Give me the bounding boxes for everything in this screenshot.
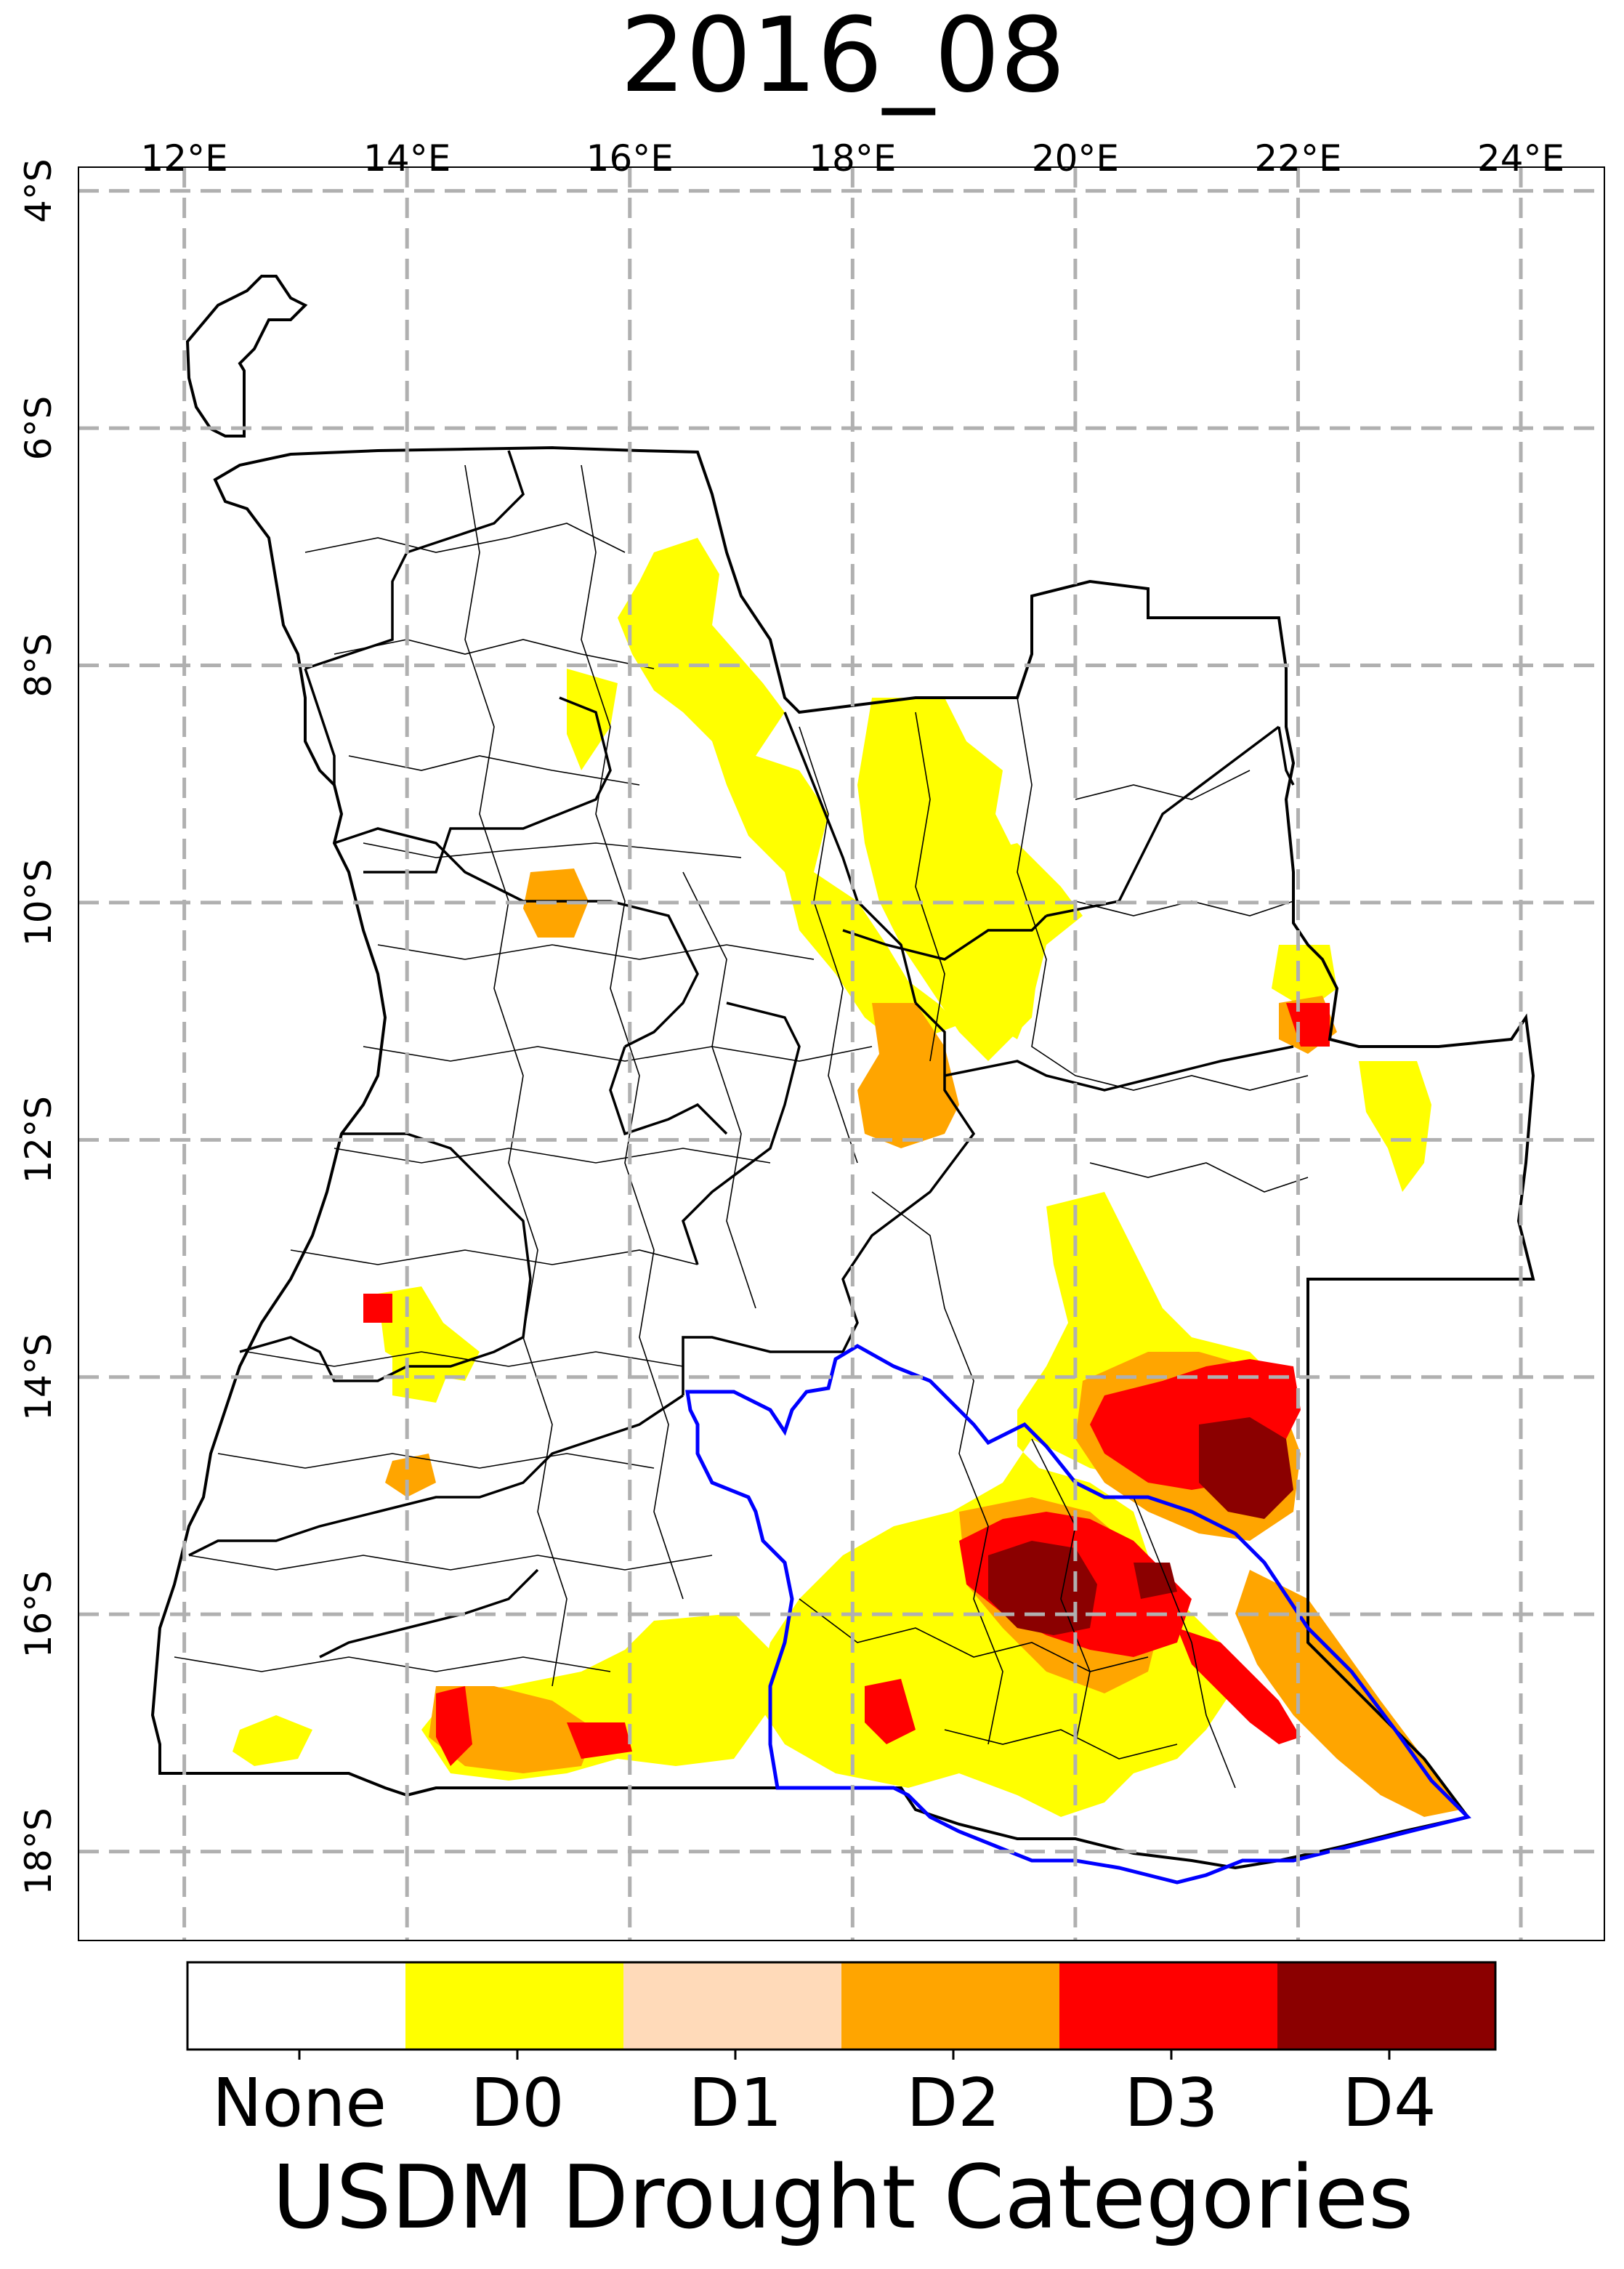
d4-south-core bbox=[988, 1541, 1097, 1635]
lat-tick-labels: 4°S 6°S 8°S 10°S 12°S 14°S 16°S 18°S bbox=[17, 158, 60, 1895]
lat-tick-label: 16°S bbox=[17, 1571, 60, 1658]
lon-tick-label: 14°E bbox=[363, 137, 451, 180]
d0-east-central bbox=[959, 843, 1083, 1039]
drought-patches bbox=[233, 538, 1461, 1817]
colorbar-border bbox=[186, 1961, 1497, 2051]
colorbar-tick-label: D0 bbox=[470, 2064, 564, 2142]
colorbar-swatch-d2 bbox=[841, 1962, 1059, 2050]
d3-southeast-tail bbox=[1177, 1628, 1301, 1744]
d4-east-core bbox=[1199, 1417, 1293, 1519]
colorbar-tick-label: D2 bbox=[906, 2064, 1000, 2142]
d3-south-west-b bbox=[567, 1722, 632, 1759]
map-area: 12°E 14°E 16°E 18°E 20°E 22°E 24°E 4°S 6°S 8°S 10… bbox=[17, 137, 1605, 1941]
lat-tick-label: 10°S bbox=[17, 859, 60, 946]
lon-tick-label: 18°E bbox=[809, 137, 896, 180]
lon-tick-label: 24°E bbox=[1477, 137, 1564, 180]
colorbar-swatch-d4 bbox=[1277, 1962, 1495, 2050]
colorbar-tick-label: D1 bbox=[688, 2064, 782, 2142]
lon-tick-label: 12°E bbox=[141, 137, 228, 180]
colorbar-tick-label: None bbox=[212, 2064, 387, 2142]
colorbar-tick-label: D4 bbox=[1342, 2064, 1436, 2142]
d0-southwest-coast bbox=[233, 1715, 312, 1766]
basin-outline bbox=[685, 1344, 1471, 1885]
map-title: 2016_08 bbox=[620, 0, 1065, 116]
d4-areas bbox=[988, 1417, 1293, 1635]
d0-west-lobe bbox=[567, 669, 618, 770]
lon-tick-labels: 12°E 14°E 16°E 18°E 20°E 22°E 24°E bbox=[141, 137, 1565, 180]
d3-west-coast-spot bbox=[363, 1294, 392, 1323]
d4-small bbox=[1134, 1563, 1177, 1599]
colorbar-swatch-d3 bbox=[1059, 1962, 1277, 2050]
colorbar-swatch-none bbox=[187, 1962, 405, 2050]
d0-west-band bbox=[392, 1337, 451, 1403]
map-frame-border bbox=[78, 166, 1605, 1941]
lat-tick-label: 14°S bbox=[17, 1334, 60, 1421]
d2-southeast-tail bbox=[1235, 1570, 1461, 1817]
lat-tick-label: 6°S bbox=[17, 396, 60, 461]
lat-tick-label: 4°S bbox=[17, 158, 60, 223]
colorbar: None D0 D1 D2 D3 D4 bbox=[186, 1961, 1497, 2142]
lon-tick-label: 20°E bbox=[1032, 137, 1119, 180]
lon-tick-label: 22°E bbox=[1254, 137, 1341, 180]
d2-west-mid bbox=[385, 1454, 436, 1497]
lat-tick-label: 12°S bbox=[17, 1096, 60, 1183]
cabinda-border bbox=[185, 275, 308, 438]
d0-northeast-spot bbox=[1272, 945, 1337, 1010]
colorbar-swatch-d0 bbox=[405, 1962, 623, 2050]
lat-tick-label: 18°S bbox=[17, 1807, 60, 1895]
colorbar-tick-label: D3 bbox=[1124, 2064, 1218, 2142]
province-boundaries bbox=[188, 450, 1295, 1659]
colorbar-swatch-d1 bbox=[623, 1962, 841, 2050]
colorbar-title: USDM Drought Categories bbox=[272, 2148, 1414, 2249]
gridlines bbox=[78, 167, 1604, 1940]
d0-far-east bbox=[1359, 1061, 1431, 1192]
lat-tick-label: 8°S bbox=[17, 633, 60, 698]
d3-central-left bbox=[865, 1679, 916, 1744]
d2-south-west bbox=[429, 1686, 596, 1773]
d3-south-west-a bbox=[436, 1686, 472, 1766]
lon-tick-label: 16°E bbox=[586, 137, 674, 180]
